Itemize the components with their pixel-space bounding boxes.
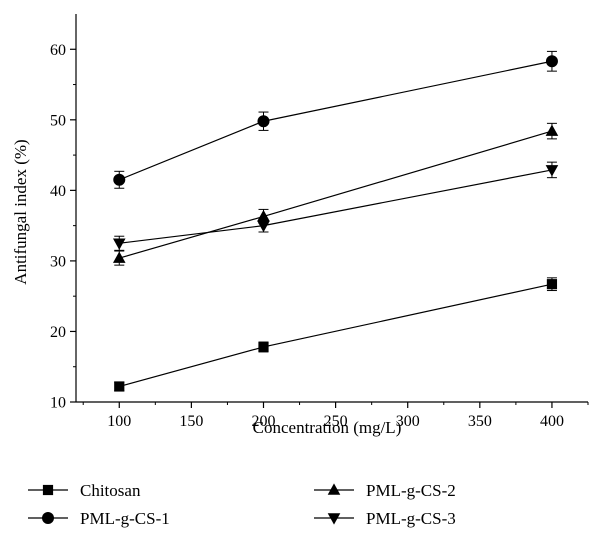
- legend-label: PML-g-CS-1: [80, 509, 170, 528]
- y-tick-label: 40: [50, 183, 66, 200]
- x-tick-label: 150: [179, 413, 203, 430]
- data-point: [258, 341, 269, 353]
- x-tick-label: 300: [396, 413, 420, 430]
- data-point: [42, 512, 54, 524]
- data-point: [327, 483, 341, 495]
- y-tick-label: 30: [50, 253, 66, 270]
- series-line: [119, 130, 553, 259]
- legend: Chitosan PML-g-CS-1 PML-g-CS-2 PML-g-CS-3: [28, 481, 456, 528]
- data-point: [546, 279, 558, 290]
- data-point: [257, 220, 270, 233]
- legend-item-1: Chitosan: [28, 481, 141, 500]
- legend-item-3: PML-g-CS-2: [314, 481, 456, 500]
- y-tick-label: 20: [50, 324, 66, 341]
- series-line: [119, 169, 553, 244]
- legend-label: PML-g-CS-2: [366, 481, 456, 500]
- data-point: [327, 513, 341, 525]
- x-axis-title: Concentration (mg/L): [253, 418, 402, 437]
- data-point: [112, 238, 126, 250]
- y-tick-label: 50: [50, 112, 66, 129]
- data-point: [545, 55, 558, 68]
- x-tick-label: 200: [251, 413, 275, 430]
- x-tick-label: 100: [107, 413, 131, 430]
- series-3: [112, 122, 559, 266]
- series-2: [113, 50, 558, 189]
- data-point: [42, 484, 54, 496]
- x-tick-label: 250: [324, 413, 348, 430]
- y-axis-title: Antifungal index (%): [11, 139, 30, 284]
- data-point: [257, 115, 270, 128]
- y-tick-label: 60: [50, 42, 66, 59]
- y-tick-label: 10: [50, 395, 66, 412]
- series-1: [114, 277, 558, 392]
- series-4: [112, 161, 559, 251]
- data-point: [113, 173, 126, 186]
- data-point: [114, 381, 125, 392]
- legend-item-4: PML-g-CS-3: [314, 509, 456, 528]
- x-tick-label: 400: [540, 413, 564, 430]
- legend-label: PML-g-CS-3: [366, 509, 456, 528]
- series-line: [119, 60, 553, 181]
- x-tick-label: 350: [468, 413, 492, 430]
- data-point: [112, 251, 126, 263]
- axes: 10 20 30 40 50 60 100 150 200 250 300 350 400 Concent…: [11, 14, 589, 437]
- data-point: [257, 209, 270, 222]
- data-point: [545, 124, 559, 136]
- series-layer: [112, 50, 559, 392]
- series-line: [119, 283, 553, 388]
- data-point: [545, 165, 559, 177]
- legend-label: Chitosan: [80, 481, 141, 500]
- legend-item-2: PML-g-CS-1: [28, 509, 170, 528]
